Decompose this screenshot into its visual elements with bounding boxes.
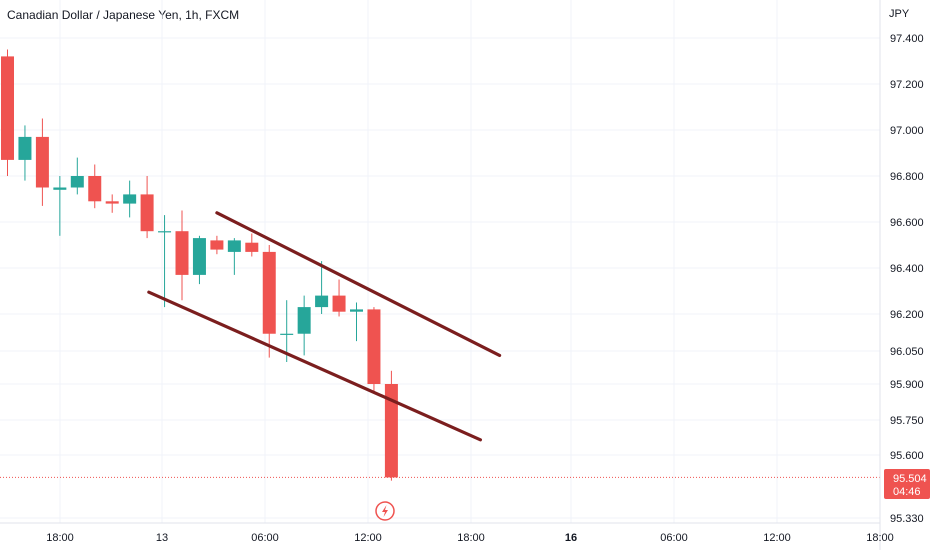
- y-tick-label: 97.400: [890, 33, 924, 45]
- candle-body: [210, 240, 224, 250]
- candle-body: [192, 238, 206, 275]
- upper-channel-line[interactable]: [215, 211, 502, 357]
- candle: [140, 176, 154, 239]
- candle-body: [1, 56, 14, 160]
- candle-body: [297, 307, 311, 334]
- candle: [210, 235, 224, 255]
- grid: [0, 0, 881, 523]
- y-tick-label: 96.050: [890, 346, 924, 358]
- candle: [192, 235, 206, 285]
- candle-body: [332, 295, 346, 312]
- candle-body: [123, 194, 137, 204]
- candle-body: [88, 176, 102, 202]
- y-tick-label: 95.600: [890, 450, 924, 462]
- y-tick-label: 95.900: [890, 379, 924, 391]
- candle: [384, 370, 398, 481]
- candle: [18, 125, 32, 181]
- candle: [332, 279, 346, 317]
- y-tick-label: 96.600: [890, 217, 924, 229]
- chart-title: Canadian Dollar / Japanese Yen, 1h, FXCM: [7, 8, 240, 22]
- x-tick-label: 18:00: [457, 532, 485, 544]
- candle-body: [384, 384, 398, 478]
- candle: [315, 261, 329, 314]
- y-tick-label: 96.400: [890, 263, 924, 275]
- x-tick-label: 12:00: [354, 532, 382, 544]
- y-tick-label: 96.800: [890, 171, 924, 183]
- price-badge-countdown: 04:46: [893, 486, 921, 498]
- candle: [245, 233, 259, 257]
- candle: [88, 164, 102, 209]
- x-tick-label: 18:00: [46, 532, 74, 544]
- candle-body: [175, 231, 189, 275]
- time-axis[interactable]: 18:00 13 06:00 12:00 18:00 16 06:00 12:00 18:00: [46, 532, 894, 544]
- candle-body: [315, 295, 329, 308]
- candle: [175, 210, 189, 301]
- candle-body: [350, 309, 363, 312]
- candle: [158, 215, 172, 308]
- candle-body: [140, 194, 154, 232]
- candle-body: [158, 231, 172, 233]
- y-tick-label: 95.750: [890, 415, 924, 427]
- candle-body: [227, 240, 241, 252]
- price-badge-price: 95.504: [893, 473, 927, 485]
- candle: [1, 49, 14, 176]
- candle-body: [53, 187, 67, 190]
- candle-body: [280, 333, 294, 335]
- candle-body: [245, 242, 259, 252]
- event-marker[interactable]: [375, 501, 395, 521]
- candle: [280, 300, 294, 362]
- lower-channel-line[interactable]: [147, 290, 482, 442]
- price-badge-box: [884, 469, 930, 499]
- price-axis[interactable]: JPY 97.400 97.200 97.000 96.800 96.600 96.400 9…: [889, 8, 924, 525]
- candle-body: [262, 251, 276, 334]
- y-tick-label: 97.000: [890, 125, 924, 137]
- candle-body: [105, 201, 119, 204]
- candle: [53, 176, 67, 236]
- candle: [123, 180, 137, 218]
- candle: [70, 157, 84, 195]
- y-tick-label: 95.330: [890, 513, 924, 525]
- candle-body: [70, 176, 84, 188]
- x-tick-label: 06:00: [251, 532, 279, 544]
- x-tick-label: 16: [565, 532, 577, 544]
- lightning-icon: [382, 505, 388, 517]
- candle: [105, 194, 119, 213]
- candle: [297, 295, 311, 356]
- trendlines: [147, 211, 502, 442]
- candle-body: [35, 136, 49, 188]
- x-tick-label: 06:00: [660, 532, 688, 544]
- candle-body: [18, 136, 32, 160]
- x-tick-label: 18:00: [866, 532, 894, 544]
- y-tick-label: 96.200: [890, 309, 924, 321]
- currency-label: JPY: [889, 8, 910, 20]
- candle: [262, 245, 276, 358]
- candle: [367, 307, 381, 392]
- x-tick-label: 12:00: [763, 532, 791, 544]
- candle: [227, 238, 241, 275]
- candle-body: [367, 309, 381, 384]
- candle: [350, 302, 363, 342]
- x-tick-label: 13: [156, 532, 168, 544]
- candle: [35, 118, 49, 206]
- candles: [1, 49, 398, 481]
- y-tick-label: 97.200: [890, 79, 924, 91]
